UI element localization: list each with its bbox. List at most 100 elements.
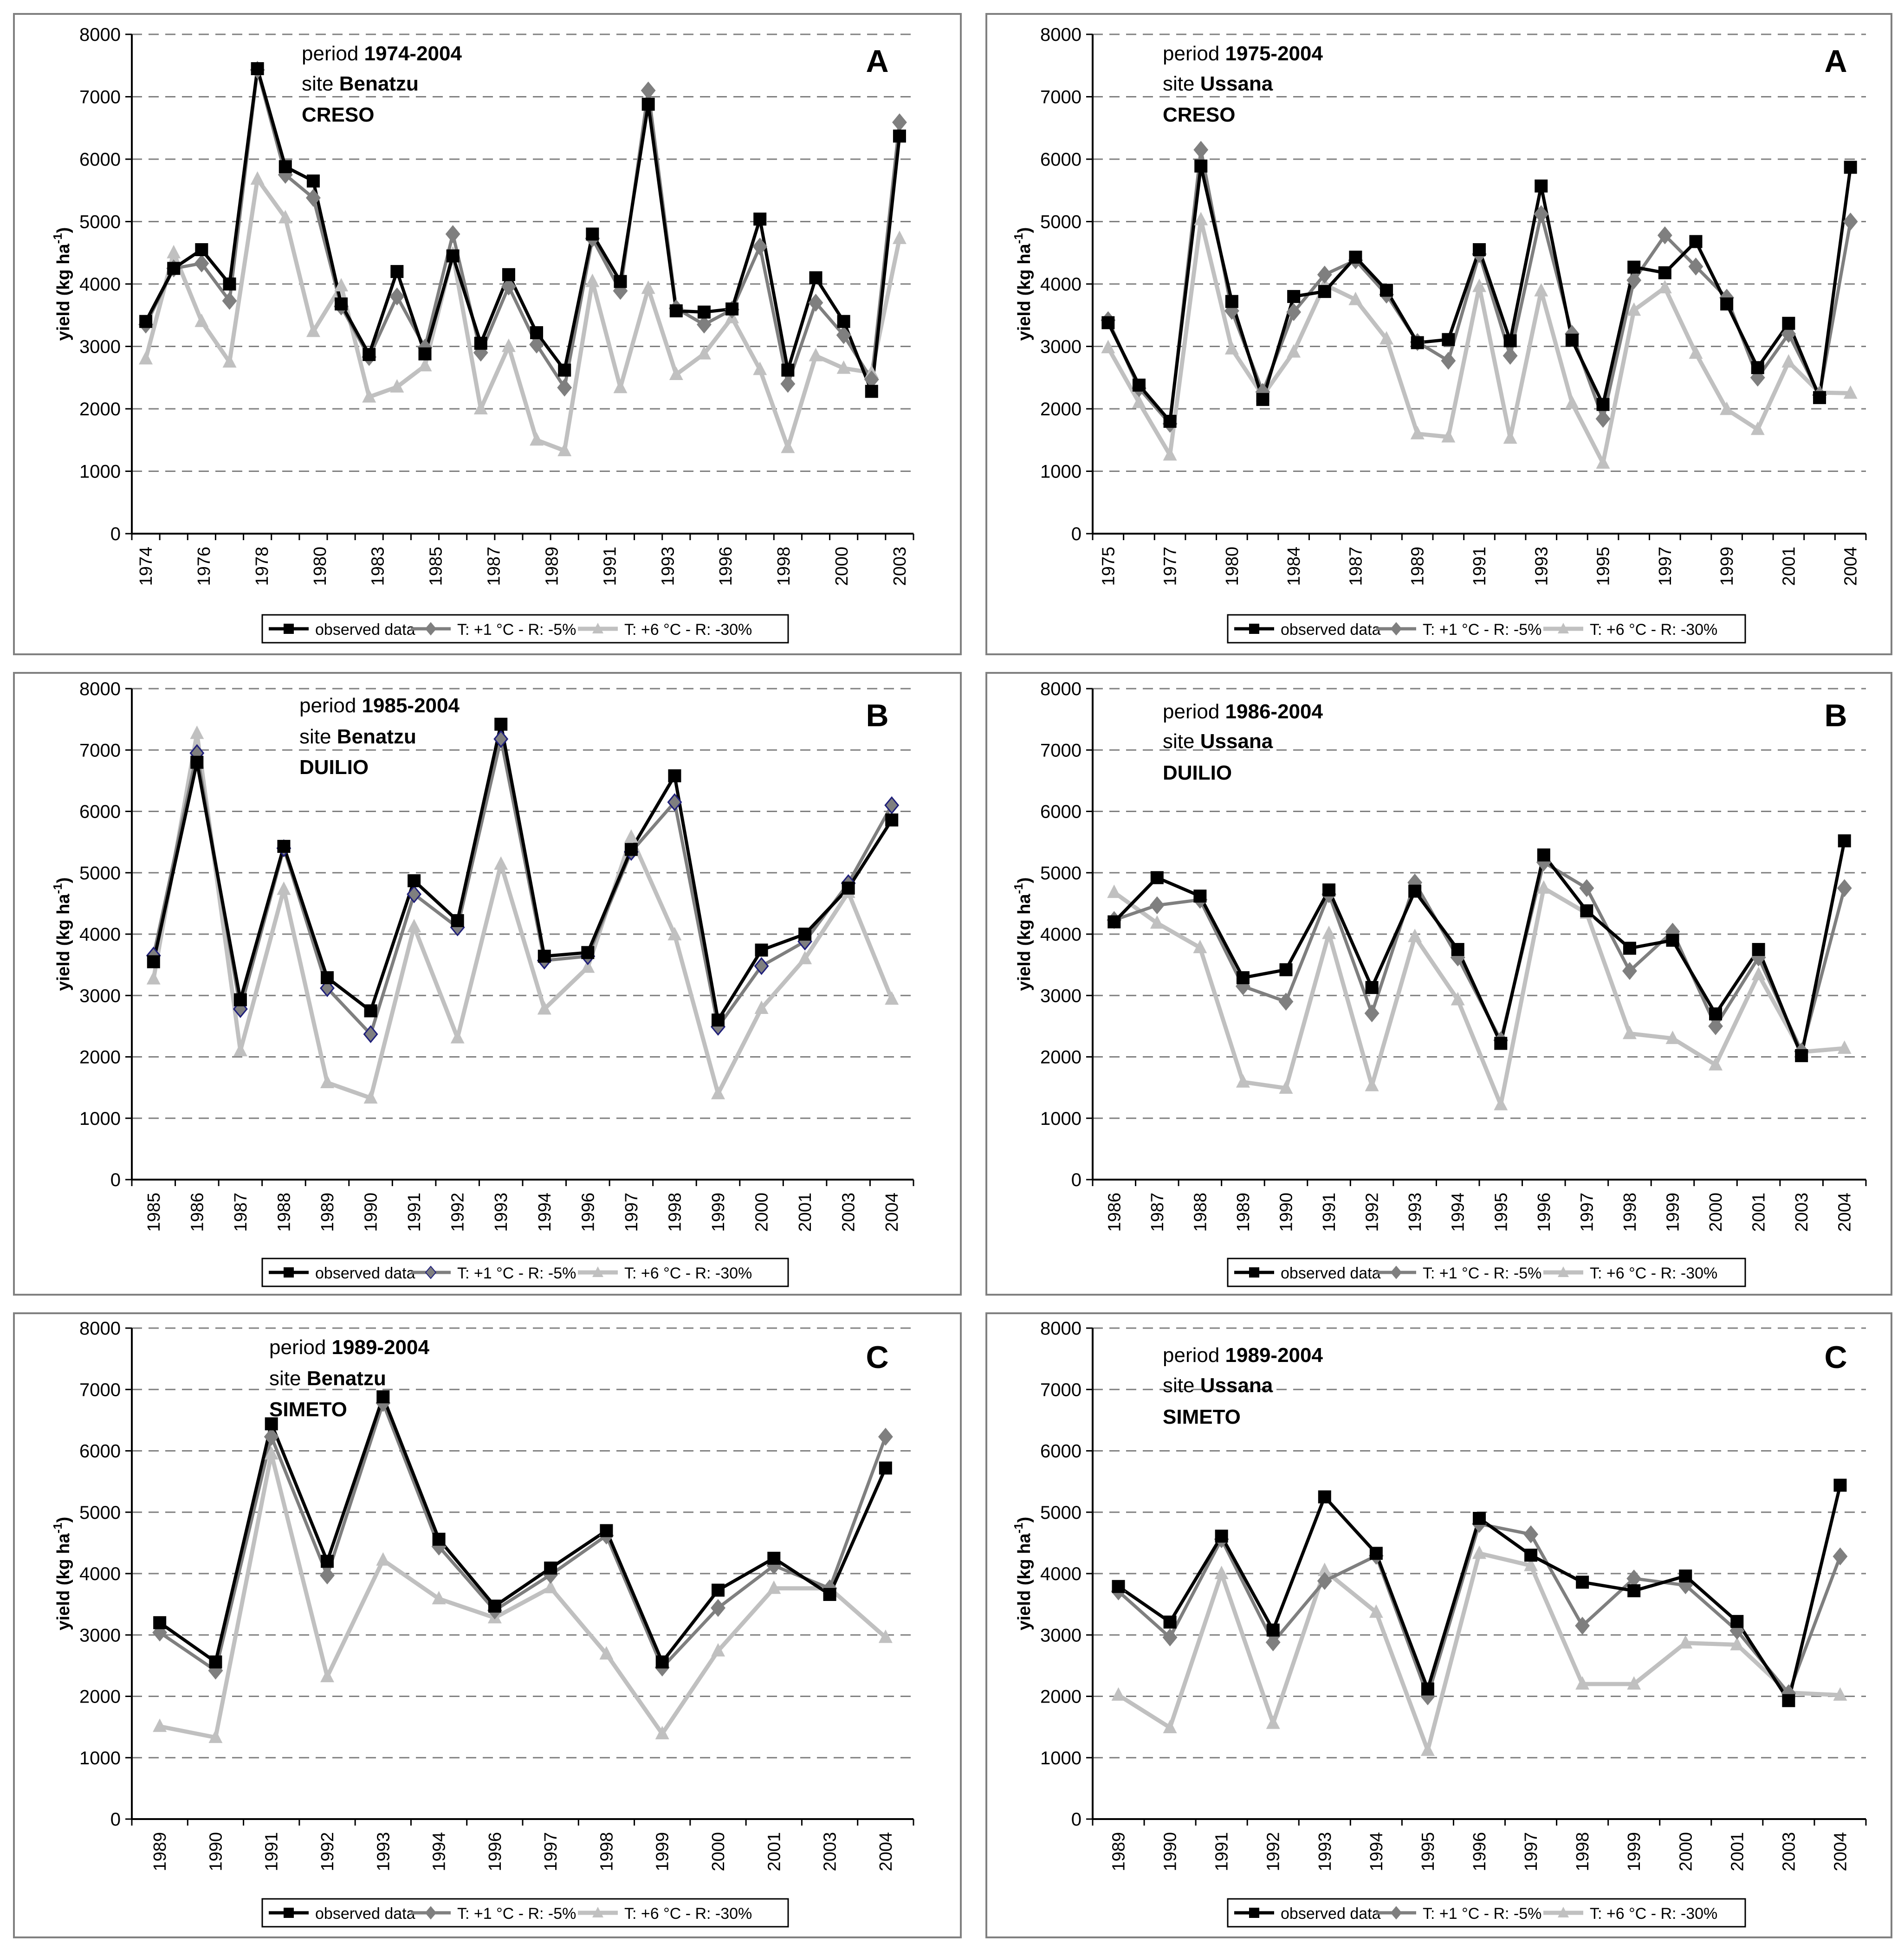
marker-plus6 (754, 1000, 769, 1014)
period-label: period (1163, 42, 1225, 65)
legend-label-plus6: T: +6 °C - R: -30% (1590, 1905, 1717, 1923)
marker-plus6 (1751, 967, 1766, 981)
panel-letter: B (866, 698, 888, 733)
marker-plus6 (1420, 1742, 1435, 1756)
y-axis-title: yield (kg ha-1) (51, 227, 73, 341)
marker-plus6 (1322, 925, 1336, 939)
period-text: period 1989-2004 (1163, 1344, 1323, 1367)
marker-plus1 (320, 1566, 335, 1585)
series-line-observed (152, 723, 894, 1022)
marker-observed (1535, 179, 1548, 193)
marker-plus6 (1441, 429, 1456, 443)
marker-plus6 (1472, 1545, 1486, 1559)
marker-plus1 (1688, 257, 1703, 276)
marker-observed (408, 874, 421, 887)
marker-observed (1369, 1547, 1383, 1560)
x-tick-label: 2004 (882, 1193, 902, 1232)
marker-plus6 (1214, 1566, 1229, 1579)
marker-plus6 (669, 367, 683, 381)
legend-label-plus6: T: +6 °C - R: -30% (624, 1265, 752, 1282)
x-tick-label: 1993 (1315, 1832, 1335, 1872)
marker-plus1 (884, 796, 900, 814)
marker-observed (624, 843, 638, 856)
y-tick-label: 6000 (79, 802, 121, 822)
x-tick-label: 2000 (1676, 1832, 1696, 1872)
marker-plus6 (1709, 1057, 1723, 1071)
marker-observed (668, 769, 681, 782)
x-tick-label: 1998 (774, 547, 794, 586)
marker-plus6 (1575, 1676, 1590, 1690)
y-tick-label: 6000 (79, 149, 121, 170)
marker-plus1 (1265, 1633, 1281, 1652)
x-tick-label: 1983 (369, 547, 388, 586)
x-tick-label: 1997 (1656, 547, 1675, 586)
legend-marker-plus1 (1390, 1265, 1402, 1279)
x-tick-label: 1987 (231, 1193, 251, 1232)
y-gridlines: 0 1000 2000 3000 4000 5000 6000 7000 8000 (79, 1318, 913, 1830)
marker-plus6 (1689, 345, 1703, 359)
marker-observed (600, 1524, 613, 1537)
marker-plus1 (1708, 1017, 1723, 1035)
period-value: 1989-2004 (1225, 1344, 1323, 1367)
marker-observed (1627, 1584, 1641, 1598)
marker-plus1 (1575, 1617, 1590, 1635)
x-tick-label: 1978 (253, 547, 272, 586)
site-value: Ussana (1200, 72, 1273, 95)
period-text: period 1975-2004 (1163, 42, 1323, 65)
period-value: 1974-2004 (364, 42, 462, 65)
marker-plus1 (754, 957, 769, 975)
marker-plus1 (711, 1599, 725, 1617)
marker-plus6 (264, 1446, 278, 1460)
site-value: Benatzu (307, 1367, 386, 1390)
legend-marker-observed (1249, 1908, 1259, 1918)
marker-plus6 (1678, 1635, 1693, 1649)
legend-box (261, 614, 789, 644)
x-tick-label: 1985 (144, 1193, 164, 1232)
period-label: period (1163, 1344, 1225, 1367)
marker-plus1 (1626, 271, 1642, 290)
y-axis-title-close: ) (1015, 1517, 1034, 1523)
legend-box (1227, 1258, 1746, 1287)
legend-label-plus6: T: +6 °C - R: -30% (624, 1905, 752, 1923)
legend-marker-observed (284, 624, 294, 634)
legend: observed data T: +1 °C - R: -5% T: +6 °C -… (261, 614, 789, 644)
y-gridlines: 0 1000 2000 3000 4000 5000 6000 7000 8000 (79, 25, 913, 544)
y-tick-label: 0 (110, 1170, 121, 1190)
marker-observed (1658, 266, 1671, 279)
marker-plus6 (190, 725, 204, 739)
y-tick-label: 8000 (1040, 679, 1082, 699)
marker-plus1 (501, 278, 516, 296)
marker-observed (712, 1583, 725, 1597)
legend-box (261, 1898, 789, 1928)
marker-plus6 (809, 348, 823, 361)
x-tick-label: 1997 (541, 1832, 561, 1872)
marker-plus1 (696, 316, 712, 334)
marker-observed (1421, 1682, 1434, 1696)
marker-plus6 (641, 280, 655, 294)
marker-plus6 (1410, 426, 1425, 439)
x-tick-label: 2004 (876, 1832, 896, 1872)
x-tick-label: 1974 (136, 547, 156, 586)
series-line-plus1 (159, 1401, 887, 1672)
marker-observed (1844, 161, 1857, 174)
y-tick-label: 1000 (79, 1109, 121, 1129)
y-tick-label: 5000 (79, 863, 121, 884)
y-tick-label: 5000 (79, 1503, 121, 1523)
panel-letter: A (866, 44, 888, 79)
marker-plus6 (1720, 401, 1734, 415)
legend-label-observed: observed data (1281, 621, 1381, 639)
marker-observed (1451, 943, 1464, 956)
marker-plus6 (1163, 1719, 1177, 1733)
x-tick-label: 1989 (1408, 547, 1428, 586)
marker-observed (1576, 1575, 1589, 1589)
marker-plus6 (1194, 212, 1208, 226)
marker-observed (1838, 834, 1851, 847)
legend-label-observed: observed data (315, 1905, 415, 1923)
marker-observed (1380, 284, 1393, 297)
marker-observed (1689, 235, 1703, 248)
marker-plus6 (1451, 992, 1465, 1006)
period-label: period (1163, 700, 1225, 723)
marker-observed (1524, 1549, 1538, 1562)
marker-plus1 (1317, 265, 1332, 284)
marker-observed (655, 1655, 669, 1669)
